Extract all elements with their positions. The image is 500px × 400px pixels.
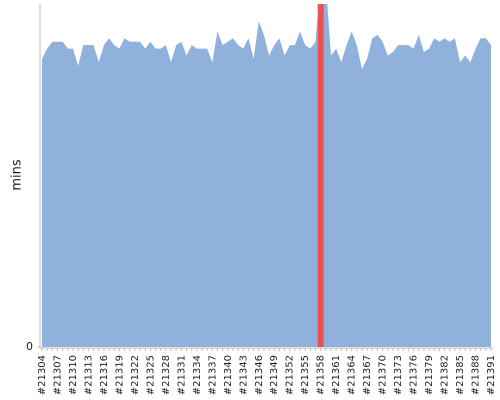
x-tick-label: #21310: [68, 355, 79, 395]
x-tick-label: #21370: [378, 355, 389, 395]
x-tick-label: #21388: [471, 355, 482, 395]
x-tick-label: #21334: [192, 355, 203, 395]
area: [42, 4, 491, 347]
x-tick-label: #21340: [223, 355, 234, 395]
x-tick-label: #21361: [331, 355, 342, 395]
x-tick-label: #21307: [52, 355, 63, 395]
x-tick-label: #21391: [486, 355, 497, 395]
x-tick-label: #21322: [130, 355, 141, 395]
x-tick-label: #21331: [176, 355, 187, 395]
x-tick-label: #21382: [440, 355, 451, 395]
x-tick-label: #21349: [269, 355, 280, 395]
highlight-bar: [317, 4, 324, 347]
x-tick-label: #21373: [393, 355, 404, 395]
x-tick-label: #21376: [409, 355, 420, 395]
x-tick-label: #21346: [254, 355, 265, 395]
x-tick-label: #21316: [99, 355, 110, 395]
x-tick-label: #21313: [83, 355, 94, 395]
x-tick-label: #21358: [316, 355, 327, 395]
x-tick-label: #21367: [362, 355, 373, 395]
y-tick-label: 0: [26, 340, 33, 353]
x-tick-label: #21355: [300, 355, 311, 395]
plot-area: [42, 4, 491, 347]
x-tick-label: #21364: [347, 355, 358, 395]
x-tick-label: #21319: [114, 355, 125, 395]
x-tick-label: #21325: [145, 355, 156, 395]
x-tick-label: #21328: [161, 355, 172, 395]
y-axis-label: mins: [10, 159, 25, 191]
x-tick-label: #21379: [424, 355, 435, 395]
x-tick-label: #21352: [285, 355, 296, 395]
x-tick-label: #21304: [37, 355, 48, 395]
x-tick-label: #21385: [455, 355, 466, 395]
x-tick-label: #21343: [238, 355, 249, 395]
x-tick-label: #21337: [207, 355, 218, 395]
